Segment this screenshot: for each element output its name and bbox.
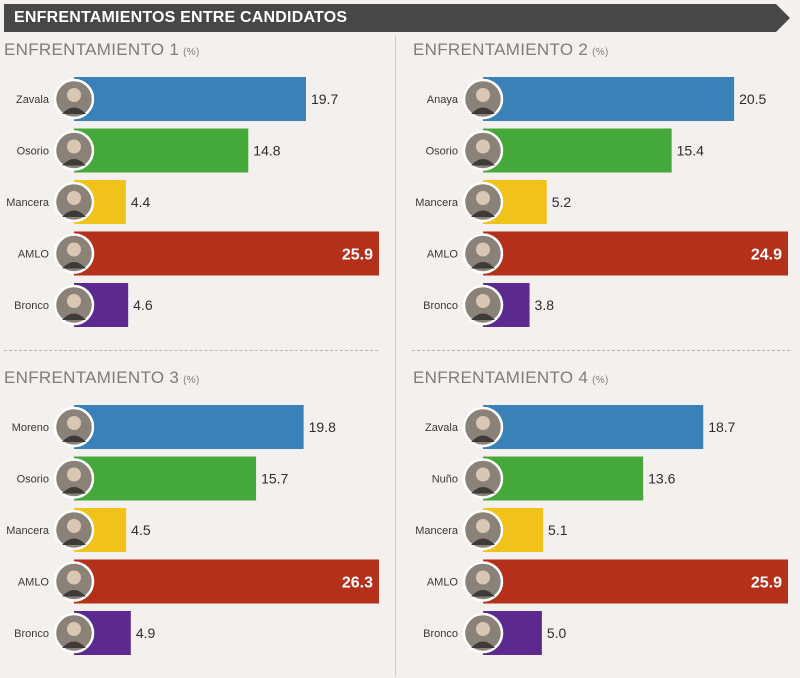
chart-panel-4: ENFRENTAMIENTO 4 (%) Zavala 18.7 Nuño 13.6 Ma… [413,368,793,668]
bar-chart-4: Zavala 18.7 Nuño 13.6 Mancera 5.1 AMLO 25.9 Bron… [415,405,788,655]
chart-panel-2: ENFRENTAMIENTO 2 (%) Anaya 20.5 Osorio 15.4 M… [413,40,793,340]
category-label: Bronco [14,300,49,312]
vertical-divider [395,36,396,676]
candidate-avatar-icon [462,561,504,602]
bar-nuño [483,456,644,501]
bar-chart-3: Moreno 19.8 Osorio 15.7 Mancera 4.5 AMLO 26.3 Br… [6,405,379,655]
candidate-avatar-icon [462,181,504,223]
banner-shape [4,4,790,32]
candidate-avatar-icon [53,509,95,551]
chart-panel-1: ENFRENTAMIENTO 1 (%) Zavala 19.7 Osorio 14.8… [4,40,384,340]
category-label: Zavala [425,422,459,434]
chart-title: ENFRENTAMIENTO 1 (%) [4,40,200,59]
candidate-avatar-icon [462,233,504,274]
category-label: Bronco [423,628,458,640]
candidate-avatar-icon [462,612,504,654]
value-label: 25.9 [342,247,373,264]
category-label: Mancera [415,525,459,537]
category-label: AMLO [427,577,459,589]
value-label: 15.4 [677,143,704,159]
candidate-avatar-icon [53,284,95,326]
bar-amlo [483,559,788,604]
category-label: Osorio [426,146,458,158]
category-label: Nuño [432,474,458,486]
value-label: 26.3 [342,575,373,592]
candidate-avatar-icon [53,233,95,274]
value-label: 3.8 [535,297,555,313]
bar-osorio [74,128,249,173]
chart-title: ENFRENTAMIENTO 2 (%) [413,40,609,59]
horizontal-divider-left [4,350,378,351]
value-label: 5.2 [552,194,572,210]
chart-title: ENFRENTAMIENTO 4 (%) [413,368,609,387]
candidate-avatar-icon [53,561,95,602]
value-label: 15.7 [261,471,288,487]
bar-chart-2: Anaya 20.5 Osorio 15.4 Mancera 5.2 AMLO 24.9 Bro… [415,77,788,327]
chart-unit: (%) [183,47,200,58]
value-label: 4.5 [131,522,151,538]
bar-amlo [483,231,788,276]
chart-unit: (%) [592,375,609,386]
category-label: Moreno [12,422,49,434]
candidate-avatar-icon [462,509,504,551]
bar-zavala [483,405,704,449]
candidate-avatar-icon [462,78,504,120]
category-label: Mancera [6,197,50,209]
value-label: 4.9 [136,625,156,641]
bar-osorio [74,456,257,501]
value-label: 4.4 [131,194,151,210]
bar-osorio [483,128,672,173]
page-title: ENFRENTAMIENTOS ENTRE CANDIDATOS [14,9,348,26]
candidate-avatar-icon [53,130,95,171]
bar-amlo [74,231,379,276]
bar-anaya [483,77,735,121]
value-label: 25.9 [751,575,782,592]
horizontal-divider-right [412,350,790,351]
category-label: AMLO [18,249,50,261]
value-label: 5.0 [547,625,567,641]
value-label: 24.9 [751,247,782,264]
category-label: Mancera [415,197,459,209]
category-label: Zavala [16,94,50,106]
value-label: 14.8 [253,143,280,159]
chart-title: ENFRENTAMIENTO 3 (%) [4,368,200,387]
value-label: 5.1 [548,522,568,538]
value-label: 18.7 [708,419,735,435]
category-label: AMLO [18,577,50,589]
value-label: 19.8 [309,419,336,435]
chart-unit: (%) [592,47,609,58]
candidate-avatar-icon [53,181,95,223]
bar-moreno [74,405,304,449]
category-label: Bronco [14,628,49,640]
candidate-avatar-icon [462,130,504,171]
category-label: Osorio [17,146,49,158]
bar-zavala [74,77,306,121]
candidate-avatar-icon [53,612,95,654]
candidate-avatar-icon [462,406,504,448]
value-label: 4.6 [133,297,153,313]
category-label: Osorio [17,474,49,486]
category-label: Mancera [6,525,50,537]
candidate-avatar-icon [53,78,95,120]
chart-unit: (%) [183,375,200,386]
category-label: Bronco [423,300,458,312]
value-label: 13.6 [648,471,675,487]
value-label: 20.5 [739,91,766,107]
candidate-avatar-icon [53,458,95,499]
bar-chart-1: Zavala 19.7 Osorio 14.8 Mancera 4.4 AMLO 25.9 Br… [6,77,379,327]
category-label: Anaya [427,94,459,106]
candidate-avatar-icon [462,284,504,326]
value-label: 19.7 [311,91,338,107]
chart-panel-3: ENFRENTAMIENTO 3 (%) Moreno 19.8 Osorio 15.7… [4,368,384,668]
candidate-avatar-icon [53,406,95,448]
bar-amlo [74,559,379,604]
header-banner: ENFRENTAMIENTOS ENTRE CANDIDATOS [4,4,790,32]
candidate-avatar-icon [462,458,504,499]
category-label: AMLO [427,249,459,261]
